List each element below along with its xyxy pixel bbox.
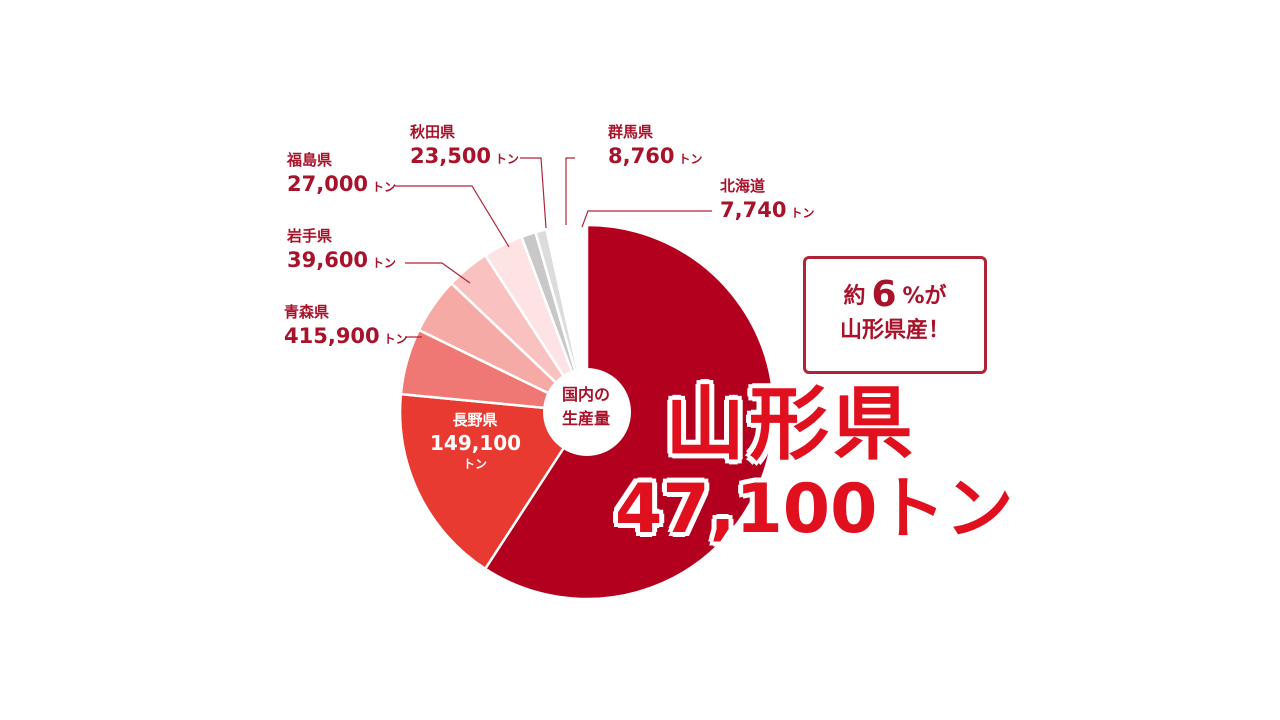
slice-label-unit: トン <box>790 206 815 220</box>
pie-slice-nagano <box>398 392 590 571</box>
share-line2: 山形県産！ <box>839 318 950 343</box>
slice-label-value: 8,760 <box>608 144 675 168</box>
slice-label-name: 秋田県 <box>410 123 456 141</box>
slice-label-name: 長野県 <box>452 411 498 429</box>
highlight-prefecture: 山形県 <box>665 378 917 471</box>
slice-label-unit: トン <box>372 256 397 270</box>
slice-label-nagano: 長野県 149,100 トン <box>430 410 522 472</box>
share-callout: 約 6 %が 山形県産！ <box>803 256 987 374</box>
slice-label-hokkaido: 北海道 7,740 トン <box>720 176 814 224</box>
slice-label-unit: トン <box>678 152 703 166</box>
slice-label-gunma: 群馬県 8,760 トン <box>608 122 702 170</box>
slice-label-unit: トン <box>462 457 487 471</box>
slice-label-value: 27,000 <box>287 172 369 196</box>
center-hole <box>543 368 631 456</box>
slice-label-aomori: 青森県 415,900 トン <box>284 302 408 350</box>
pie-slices <box>398 223 776 601</box>
slice-label-name: 岩手県 <box>287 227 333 245</box>
leader-line-iwate <box>405 262 471 284</box>
slice-label-iwate: 岩手県 39,600 トン <box>287 226 396 274</box>
slice-label-value: 149,100 <box>430 431 522 455</box>
slice-label-akita: 秋田県 23,500 トン <box>410 122 519 170</box>
leader-line-fukushima <box>395 185 510 248</box>
center-label: 国内の 生産量 <box>545 383 627 431</box>
leader-lines <box>395 157 712 338</box>
slice-label-name: 群馬県 <box>608 123 654 141</box>
pie-slice-hokkaido <box>533 227 589 413</box>
leader-line-akita <box>520 157 547 229</box>
share-suffix: %が <box>902 284 947 309</box>
slice-label-value: 23,500 <box>410 144 492 168</box>
slice-label-value: 415,900 <box>284 324 380 348</box>
center-label-line1: 国内の <box>561 385 610 404</box>
share-value: 6 <box>871 274 897 315</box>
slice-label-unit: トン <box>383 332 408 346</box>
slice-label-value: 39,600 <box>287 248 369 272</box>
slice-label-unit: トン <box>495 152 520 166</box>
leader-line-gunma <box>565 157 575 225</box>
slice-label-name: 青森県 <box>284 303 330 321</box>
slice-label-fukushima: 福島県 27,000 トン <box>287 150 396 198</box>
slice-label-name: 北海道 <box>720 177 766 195</box>
slice-label-unit: トン <box>372 180 397 194</box>
leader-line-hokkaido <box>581 210 712 228</box>
highlight-amount: 47,100トン <box>615 470 1014 549</box>
slice-label-value: 7,740 <box>720 198 787 222</box>
slice-label-name: 福島県 <box>287 151 333 169</box>
center-label-line2: 生産量 <box>561 409 610 428</box>
share-prefix: 約 <box>843 284 866 309</box>
share-line1: 約 6 %が <box>806 277 984 315</box>
